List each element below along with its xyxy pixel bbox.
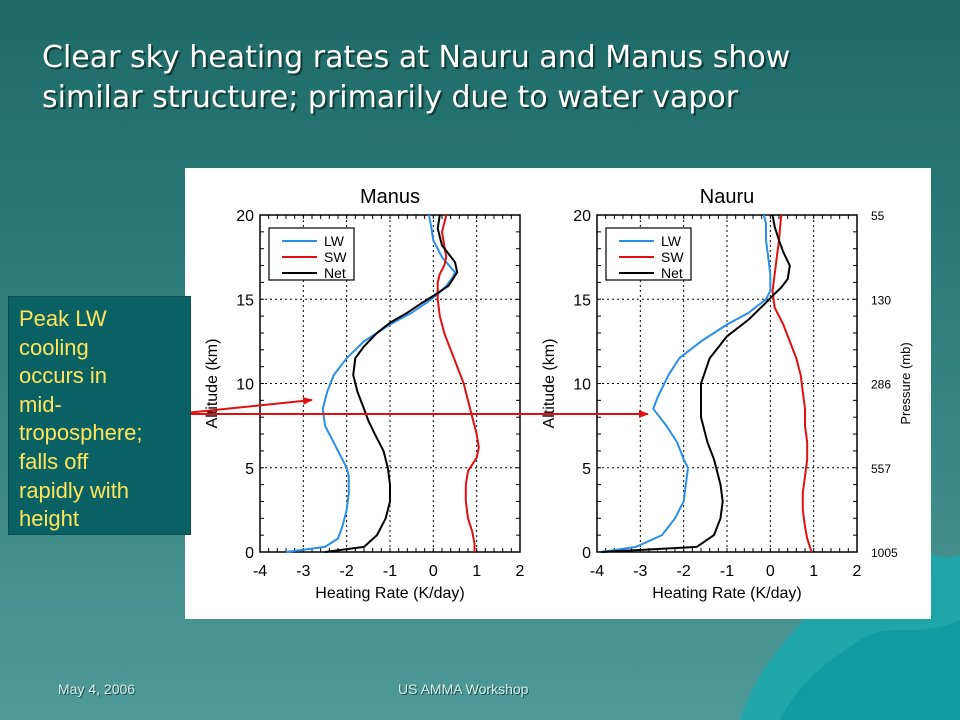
x-tick-label: -2	[340, 563, 354, 580]
y-tick-label: 20	[236, 208, 254, 225]
pressure-tick-label: 130	[871, 293, 891, 307]
y-tick-label: 5	[582, 461, 591, 478]
pressure-tick-label: 1005	[871, 546, 898, 560]
x-tick-label: 1	[472, 563, 481, 580]
callout-line: height	[19, 506, 79, 532]
x-tick-label: -4	[590, 563, 604, 580]
chart-title: Nauru	[700, 186, 754, 208]
slide-title: Clear sky heating rates at Nauru and Man…	[42, 38, 922, 118]
x-tick-label: 2	[516, 563, 525, 580]
y-axis-label: Altitude (km)	[541, 339, 558, 429]
x-tick-label: -4	[253, 563, 267, 580]
callout-arrow-manus	[175, 396, 313, 415]
y-tick-label: 5	[245, 461, 254, 478]
x-tick-label: 0	[429, 563, 438, 580]
legend-label: LW	[324, 233, 345, 249]
pressure-tick-label: 55	[871, 209, 885, 223]
legend-label: Net	[661, 265, 683, 281]
footer-event: US AMMA Workshop	[398, 681, 529, 697]
pressure-tick-label: 286	[871, 378, 891, 392]
slide-title-line-2: similar structure; primarily due to wate…	[42, 80, 739, 115]
series-line-net	[324, 214, 459, 553]
x-tick-label: 2	[853, 563, 862, 580]
callout-line: troposphere;	[19, 420, 143, 446]
legend-label: LW	[661, 233, 682, 249]
y-tick-label: 0	[582, 545, 591, 562]
y-tick-label: 10	[573, 377, 591, 394]
x-tick-label: 0	[766, 563, 775, 580]
y-axis-label: Altitude (km)	[204, 339, 221, 429]
series-line-lw	[601, 214, 772, 553]
footer-date: May 4, 2006	[58, 681, 136, 697]
y-tick-label: 0	[245, 545, 254, 562]
series-line-lw	[285, 214, 456, 553]
callout-line: mid-	[19, 391, 62, 417]
callout-line: occurs in	[19, 363, 108, 389]
slide-title-line-1: Clear sky heating rates at Nauru and Man…	[42, 40, 791, 75]
x-axis-label: Heating Rate (K/day)	[652, 585, 801, 602]
y-tick-label: 10	[236, 377, 254, 394]
plot-frame	[596, 214, 858, 553]
series-line-sw	[436, 214, 480, 552]
legend-label: SW	[324, 249, 347, 265]
chart-title: Manus	[360, 186, 420, 208]
plot-frame	[259, 214, 521, 553]
legend-label: Net	[324, 265, 346, 281]
y-tick-label: 15	[236, 292, 254, 309]
series-line-net	[601, 214, 791, 553]
y-tick-label: 20	[573, 208, 591, 225]
series-line-sw	[771, 214, 813, 553]
callout-line: Peak LW	[19, 306, 107, 331]
x-tick-label: -3	[633, 563, 647, 580]
legend-box	[268, 227, 355, 281]
callout-line: falls off	[19, 448, 89, 474]
x-tick-label: -2	[677, 563, 691, 580]
legend-box	[605, 227, 692, 281]
x-tick-label: -3	[296, 563, 310, 580]
pressure-tick-label: 557	[871, 462, 891, 476]
legend-label: SW	[661, 249, 684, 265]
callout-line: rapidly with	[19, 477, 130, 503]
x-tick-label: -1	[720, 563, 734, 580]
x-tick-label: 1	[809, 563, 818, 580]
callout-box: Peak LW cooling occurs in mid- troposphe…	[8, 296, 191, 535]
x-tick-label: -1	[383, 563, 397, 580]
pressure-axis-label: Pressure (mb)	[898, 342, 913, 424]
x-axis-label: Heating Rate (K/day)	[315, 585, 464, 602]
callout-line: cooling	[19, 334, 89, 360]
y-tick-label: 15	[573, 292, 591, 309]
